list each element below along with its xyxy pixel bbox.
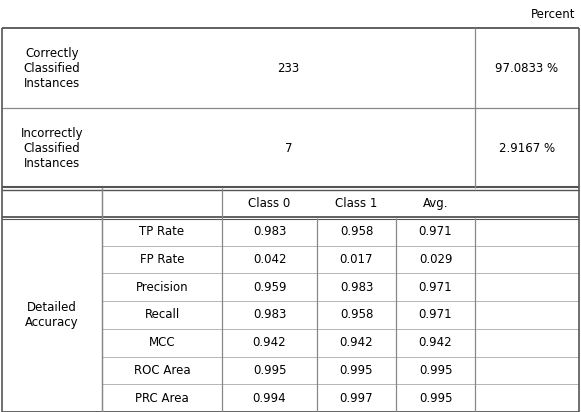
Text: FP Rate: FP Rate xyxy=(140,253,184,266)
Text: 0.942: 0.942 xyxy=(419,336,453,349)
Text: 233: 233 xyxy=(277,61,300,75)
Text: 0.995: 0.995 xyxy=(253,364,286,377)
Text: 0.942: 0.942 xyxy=(253,336,286,349)
Text: 0.042: 0.042 xyxy=(253,253,286,266)
Text: 0.017: 0.017 xyxy=(340,253,373,266)
Text: 0.983: 0.983 xyxy=(253,309,286,321)
Text: 0.971: 0.971 xyxy=(419,309,453,321)
Text: 0.995: 0.995 xyxy=(419,364,452,377)
Text: ROC Area: ROC Area xyxy=(134,364,191,377)
Text: 2.9167 %: 2.9167 % xyxy=(499,141,555,154)
Text: Class 1: Class 1 xyxy=(335,197,378,209)
Text: 0.958: 0.958 xyxy=(340,225,373,239)
Text: Correctly
Classified
Instances: Correctly Classified Instances xyxy=(24,47,80,89)
Text: 97.0833 %: 97.0833 % xyxy=(496,61,558,75)
Text: Recall: Recall xyxy=(144,309,180,321)
Text: TP Rate: TP Rate xyxy=(139,225,185,239)
Text: 0.983: 0.983 xyxy=(340,281,373,294)
Text: Avg.: Avg. xyxy=(423,197,449,209)
Text: Incorrectly
Classified
Instances: Incorrectly Classified Instances xyxy=(21,126,83,169)
Text: MCC: MCC xyxy=(149,336,175,349)
Text: PRC Area: PRC Area xyxy=(135,391,189,405)
Text: 0.995: 0.995 xyxy=(419,391,452,405)
Text: 0.983: 0.983 xyxy=(253,225,286,239)
Text: Class 0: Class 0 xyxy=(248,197,290,209)
Text: Percent: Percent xyxy=(530,7,575,21)
Text: 0.971: 0.971 xyxy=(419,225,453,239)
Text: 0.997: 0.997 xyxy=(340,391,374,405)
Text: 0.959: 0.959 xyxy=(253,281,286,294)
Text: Detailed
Accuracy: Detailed Accuracy xyxy=(25,301,79,329)
Text: 0.958: 0.958 xyxy=(340,309,373,321)
Text: 0.971: 0.971 xyxy=(419,281,453,294)
Text: 0.994: 0.994 xyxy=(253,391,286,405)
Text: Precision: Precision xyxy=(136,281,188,294)
Text: 0.029: 0.029 xyxy=(419,253,452,266)
Text: 7: 7 xyxy=(285,141,292,154)
Text: 0.942: 0.942 xyxy=(340,336,374,349)
Text: 0.995: 0.995 xyxy=(340,364,373,377)
